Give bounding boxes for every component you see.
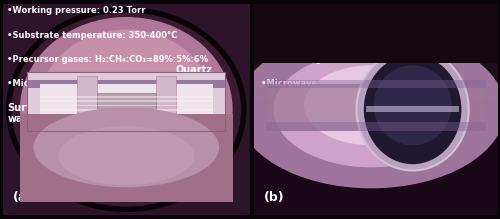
Bar bbox=[254, 4, 498, 99]
Bar bbox=[40, 109, 213, 111]
Bar bbox=[156, 76, 176, 122]
Bar bbox=[27, 72, 225, 131]
Ellipse shape bbox=[364, 55, 462, 164]
Bar bbox=[77, 76, 96, 122]
Ellipse shape bbox=[58, 126, 194, 185]
Ellipse shape bbox=[393, 74, 466, 137]
Bar bbox=[254, 4, 498, 63]
Bar bbox=[27, 122, 225, 131]
Ellipse shape bbox=[374, 65, 452, 145]
Text: •Substrate temperature: 650-700°C: •Substrate temperature: 650-700°C bbox=[262, 31, 432, 40]
Ellipse shape bbox=[37, 30, 216, 189]
Text: Quartz
Tubes: Quartz Tubes bbox=[170, 65, 212, 96]
Bar bbox=[266, 122, 486, 126]
Text: •Microwave power: 3 kW: •Microwave power: 3 kW bbox=[262, 79, 380, 88]
Bar bbox=[266, 126, 486, 131]
Text: •Working pressure: 0.23 Torr: •Working pressure: 0.23 Torr bbox=[8, 7, 146, 16]
Text: (b): (b) bbox=[264, 191, 284, 204]
Bar bbox=[40, 96, 213, 98]
Text: (a): (a) bbox=[12, 191, 32, 204]
Bar bbox=[40, 101, 213, 102]
Text: •Precursor gases: H₂:CH₄:CO₂=89%:5%:6%: •Precursor gases: H₂:CH₄:CO₂=89%:5%:6% bbox=[8, 55, 208, 64]
Text: •Working pressure: 30 Torr: •Working pressure: 30 Torr bbox=[262, 7, 390, 16]
Bar bbox=[96, 93, 156, 114]
Ellipse shape bbox=[274, 52, 468, 167]
Ellipse shape bbox=[20, 17, 233, 202]
Ellipse shape bbox=[8, 10, 244, 209]
Text: Plasma Glow: Plasma Glow bbox=[142, 117, 221, 154]
Ellipse shape bbox=[304, 65, 438, 145]
Text: •Substrate temperature: 350-400°C: •Substrate temperature: 350-400°C bbox=[8, 31, 178, 40]
Bar bbox=[40, 105, 213, 106]
Bar bbox=[27, 80, 225, 88]
Bar bbox=[266, 84, 486, 88]
Bar bbox=[27, 72, 225, 118]
Bar bbox=[40, 84, 213, 114]
Text: •Microwave power: 2.5 kW: •Microwave power: 2.5 kW bbox=[8, 79, 135, 88]
Bar bbox=[20, 114, 233, 202]
Ellipse shape bbox=[356, 49, 469, 170]
Ellipse shape bbox=[237, 31, 500, 188]
Bar bbox=[266, 84, 486, 131]
Bar bbox=[266, 80, 486, 84]
Text: •Precursor gases: H₂:CH₄=99%:1%: •Precursor gases: H₂:CH₄=99%:1% bbox=[262, 55, 424, 64]
Ellipse shape bbox=[34, 107, 219, 187]
Text: Surface
waves: Surface waves bbox=[8, 102, 68, 124]
Bar bbox=[366, 106, 459, 112]
Text: Substrates: Substrates bbox=[92, 120, 152, 158]
